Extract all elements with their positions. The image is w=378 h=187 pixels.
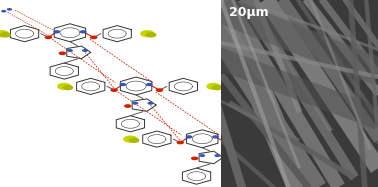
Circle shape [214,154,220,157]
Circle shape [273,136,287,143]
Circle shape [191,157,198,160]
Circle shape [129,138,139,143]
Circle shape [177,141,184,144]
Circle shape [186,135,192,139]
Circle shape [147,102,153,105]
Circle shape [0,30,9,37]
Circle shape [110,88,118,92]
Text: 20μm: 20μm [229,6,269,19]
Circle shape [7,8,12,11]
Circle shape [0,32,11,38]
Circle shape [53,30,60,33]
Circle shape [45,36,52,39]
Circle shape [67,49,73,52]
Circle shape [90,36,98,39]
Circle shape [124,104,132,108]
Circle shape [119,83,126,86]
Circle shape [123,136,138,143]
Circle shape [146,32,156,38]
Circle shape [146,83,153,86]
Circle shape [206,83,221,90]
Circle shape [132,102,138,105]
Circle shape [62,85,73,90]
Circle shape [222,141,229,144]
Circle shape [156,88,163,92]
Circle shape [199,154,205,157]
Circle shape [59,51,66,55]
Circle shape [80,30,87,33]
Circle shape [1,10,6,13]
Circle shape [57,83,71,90]
Circle shape [278,138,289,143]
Circle shape [82,49,88,52]
Circle shape [212,135,219,139]
Circle shape [140,30,155,37]
Circle shape [212,85,223,90]
